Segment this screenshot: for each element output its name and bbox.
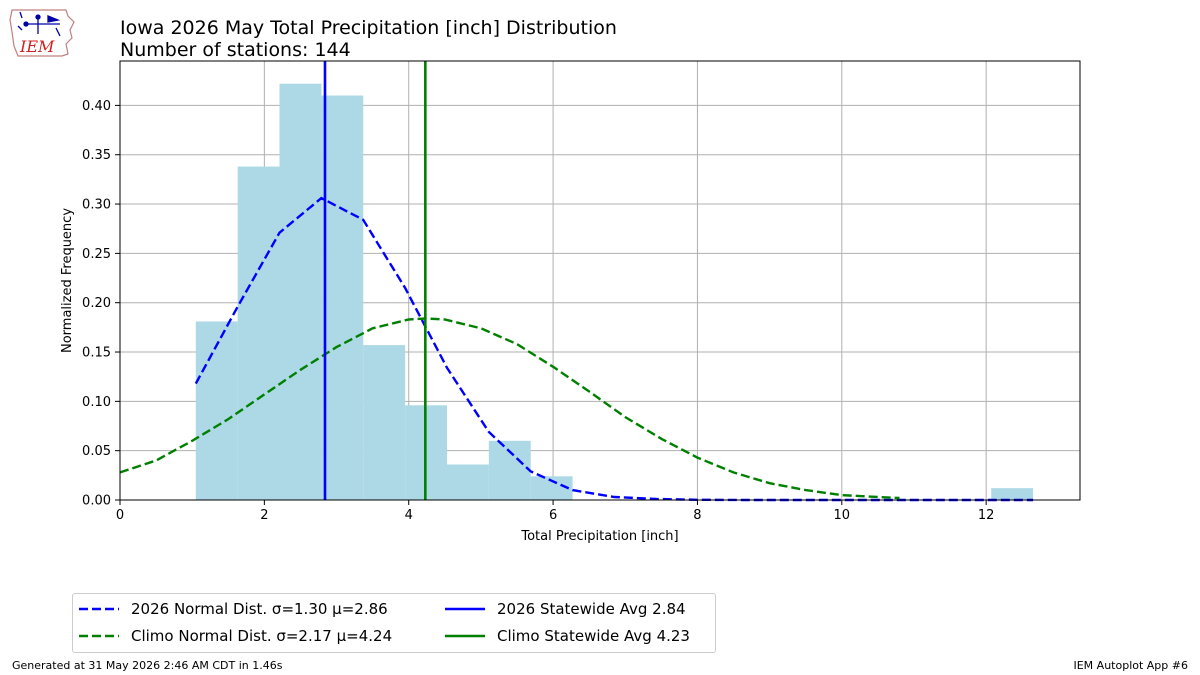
x-tick-label: 8: [693, 508, 701, 523]
y-tick-label: 0.00: [82, 494, 111, 509]
plot-frame: [119, 60, 1081, 501]
legend-label: Climo Statewide Avg 4.23: [497, 627, 690, 645]
y-axis-label: Normalized Frequency: [60, 208, 75, 353]
footer-app-id: IEM Autoplot App #6: [1073, 659, 1188, 672]
x-tick-label: 10: [834, 508, 851, 523]
x-tick-label: 6: [549, 508, 557, 523]
solid-line-icon: [445, 607, 485, 611]
curves: [119, 61, 1034, 502]
y-tick-label: 0.10: [82, 395, 111, 410]
legend: 2026 Normal Dist. σ=1.30 μ=2.86 Climo No…: [72, 593, 716, 653]
y-tick-label: 0.35: [82, 148, 111, 163]
solid-line-icon: [445, 634, 485, 638]
series-line-0: [194, 196, 1034, 502]
y-tick-label: 0.05: [82, 444, 111, 459]
chart-subtitle: Number of stations: 144: [120, 39, 351, 61]
legend-label: Climo Normal Dist. σ=2.17 μ=4.24: [131, 627, 393, 645]
x-tick-label: 4: [405, 508, 413, 523]
histogram-bar: [530, 476, 573, 500]
iem-logo-text: IEM: [19, 37, 55, 56]
footer-generated: Generated at 31 May 2026 2:46 AM CDT in …: [12, 659, 283, 672]
y-tick-label: 0.15: [82, 346, 111, 361]
histogram-bar: [237, 166, 280, 500]
histogram-bar: [279, 83, 322, 501]
histogram-bar: [446, 464, 489, 500]
title-block: Iowa 2026 May Total Precipitation [inch]…: [120, 17, 617, 61]
iem-logo: IEM: [9, 9, 75, 57]
y-tick-label: 0.40: [82, 99, 111, 114]
axis-ticks: 0 2 4 6 8 10 12 0.00 0.05 0.10 0.15 0.20 0.25 0.30 0.3…: [82, 99, 994, 523]
legend-label: 2026 Normal Dist. σ=1.30 μ=2.86: [131, 600, 388, 618]
x-tick-label: 0: [116, 508, 124, 523]
x-tick-label: 12: [978, 508, 995, 523]
weather-instrument-icon: [17, 11, 61, 37]
y-tick-label: 0.30: [82, 198, 111, 213]
series-line-1: [119, 317, 900, 500]
y-tick-label: 0.20: [82, 296, 111, 311]
chart-title: Iowa 2026 May Total Precipitation [inch]…: [120, 17, 617, 39]
histogram-bars: [195, 83, 1034, 501]
histogram-bar: [488, 440, 531, 500]
dashed-line-icon: [79, 607, 119, 611]
x-axis-label: Total Precipitation [inch]: [520, 529, 678, 544]
legend-item-climo-avg: Climo Statewide Avg 4.23: [445, 627, 690, 645]
legend-item-climo-normal: Climo Normal Dist. σ=2.17 μ=4.24: [79, 627, 392, 645]
histogram-bar: [991, 488, 1034, 500]
histogram-bar: [321, 95, 364, 501]
histogram-bar: [195, 321, 238, 500]
legend-label: 2026 Statewide Avg 2.84: [497, 600, 686, 618]
legend-item-2026-normal: 2026 Normal Dist. σ=1.30 μ=2.86: [79, 600, 388, 618]
y-tick-label: 0.25: [82, 247, 111, 262]
histogram-bar: [363, 345, 406, 500]
x-tick-label: 2: [260, 508, 268, 523]
legend-item-2026-avg: 2026 Statewide Avg 2.84: [445, 600, 686, 618]
dashed-line-icon: [79, 634, 119, 638]
